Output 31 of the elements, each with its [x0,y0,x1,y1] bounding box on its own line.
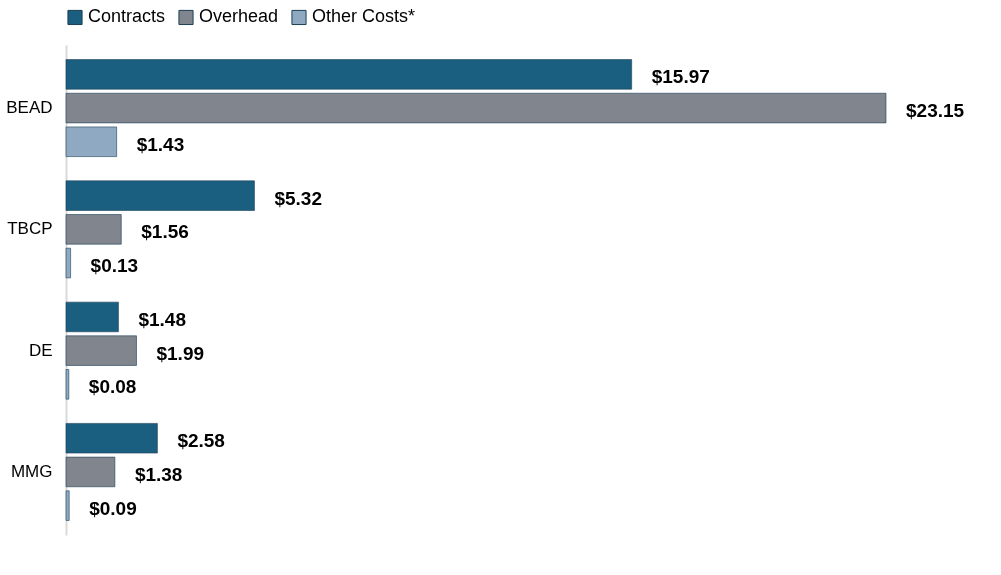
bar [65,247,71,279]
data-label: $1.48 [138,308,186,330]
data-label: $5.32 [274,187,322,209]
bar [65,126,117,157]
bar [65,92,887,124]
data-label: $1.38 [134,463,183,485]
legend-label: Overhead [199,6,279,27]
legend-label: Contracts [88,6,166,27]
bar [65,214,122,245]
y-tick-label: MMG [10,461,53,481]
y-tick-label: BEAD [6,98,53,118]
y-tick-label: TBCP [7,219,53,239]
data-label: $0.13 [90,255,139,277]
data-label: $1.43 [136,133,185,155]
bar [65,369,70,400]
data-label: $2.58 [177,430,225,452]
data-label: $0.09 [89,497,137,519]
data-label: $0.08 [88,376,137,398]
bar [65,490,70,521]
data-label: $1.56 [141,221,189,243]
data-label: $23.15 [906,100,965,122]
bar [65,456,116,488]
bar [65,423,158,454]
data-label: $15.97 [651,66,710,88]
bar [65,180,255,211]
y-tick-label: DE [28,340,53,360]
bar [65,335,137,366]
legend-label: Other Costs* [312,6,416,27]
bar [65,59,632,90]
bar [65,301,119,333]
data-label: $1.99 [156,342,205,364]
